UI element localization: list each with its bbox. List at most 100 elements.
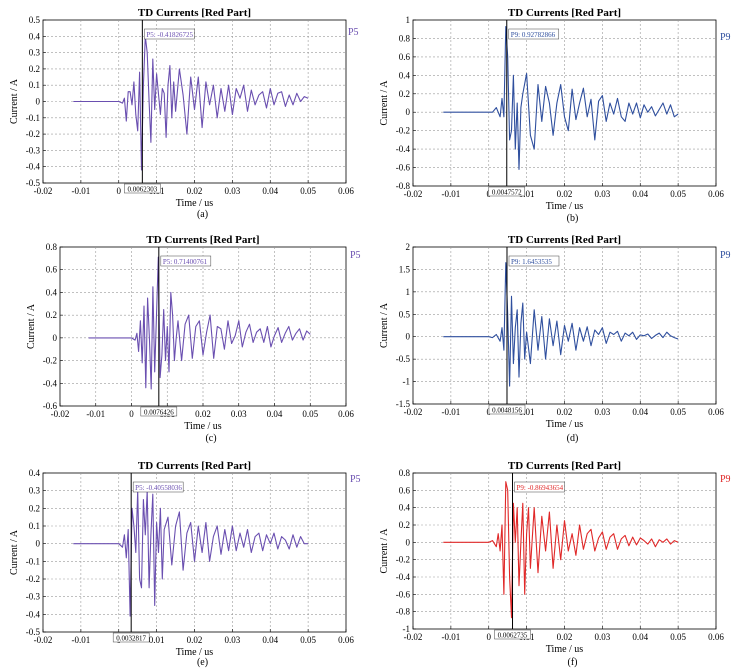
cursor-x-box [140, 406, 178, 417]
chart-panel-c: -0.02-0.0100.010.020.030.040.050.06-0.6-… [26, 234, 361, 444]
y-tick-label: 1.5 [399, 264, 411, 274]
y-tick-label: -0.4 [26, 609, 41, 619]
legend-label: P5 [350, 474, 361, 485]
x-tick-label: 0.02 [557, 189, 573, 199]
series-line [88, 256, 311, 390]
cursor-x-readout: 0.0076426 [140, 406, 178, 417]
y-tick-label: 0.5 [399, 309, 411, 319]
y-axis-label: Current / A [379, 528, 390, 574]
y-tick-label: -0.4 [26, 162, 41, 172]
cursor-x-value: 0.0076426 [144, 409, 174, 417]
x-tick-label: -0.01 [442, 407, 461, 417]
cursor-x-readout: 0.0062303 [124, 183, 161, 194]
x-tick-label: 0.06 [708, 407, 724, 417]
plot-area [412, 19, 717, 187]
x-tick-label: 0.04 [262, 635, 278, 645]
marker-readout: P9: 1.6453535 [508, 255, 560, 267]
y-tick-label: -0.2 [26, 129, 40, 139]
marker-value: P5: -0.40558036 [135, 484, 182, 492]
chart-title: TD Currents [Red Part] [138, 460, 251, 472]
y-tick-label: 1 [406, 15, 411, 25]
y-tick-label: 0.5 [29, 15, 41, 25]
cursor-x-box [488, 186, 526, 197]
legend-label: P5 [348, 27, 359, 38]
y-tick-label: 0.3 [29, 48, 41, 58]
legend-label: P9 [720, 250, 731, 261]
marker-box [144, 28, 195, 40]
y-tick-label: -0.8 [396, 607, 411, 617]
legend-label: P9 [720, 32, 731, 43]
x-tick-label: 0.06 [338, 635, 354, 645]
cursor-x-readout: 0.0032817 [112, 632, 150, 643]
panel-caption: (d) [567, 433, 579, 444]
y-tick-label: -0.3 [26, 592, 41, 602]
marker-box [132, 481, 184, 493]
x-tick-label: -0.02 [404, 632, 423, 642]
chart-panel-e: -0.02 -0.01 0 0.01 0.02 0.03 0.04 0.05 0.06 -0.5 -… [9, 460, 361, 668]
marker-readout: P5: -0.40558036 [132, 481, 184, 493]
y-axis-label: Current / A [9, 78, 20, 124]
cursor-x-value: 0.0047572 [492, 189, 522, 197]
y-tick-label: 0.2 [399, 89, 410, 99]
cursor-x-value: 0.0062303 [127, 186, 157, 194]
y-tick-label: 0 [53, 333, 58, 343]
marker-value: P9: 1.6453535 [511, 258, 552, 266]
y-tick-label: 0.1 [29, 521, 40, 531]
chart-panel-a: -0.02-0.0100.010.020.030.040.050.06-0.5-… [9, 7, 359, 220]
y-tick-label: -0.4 [396, 572, 411, 582]
x-tick-label: 0.06 [708, 189, 724, 199]
x-tick-label: -0.01 [72, 635, 91, 645]
plot-area [42, 472, 347, 633]
y-tick-label: -0.4 [43, 378, 58, 388]
x-axis-label: Time / us [176, 647, 214, 658]
marker-readout: P5: 0.71400761 [160, 255, 212, 267]
x-tick-label: -0.02 [51, 409, 70, 419]
legend-label: P5 [350, 250, 361, 261]
x-tick-label: 0.04 [632, 632, 648, 642]
chart-panel-f: -0.02-0.0100.010.020.030.040.050.06-1-0.… [379, 460, 731, 668]
y-tick-label: -0.6 [396, 589, 411, 599]
y-tick-label: 0 [406, 332, 411, 342]
x-tick-label: 0.05 [670, 407, 686, 417]
x-tick-label: 0.02 [187, 635, 203, 645]
x-tick-label: -0.02 [404, 189, 423, 199]
cursor-x-value: 0.0032817 [116, 635, 146, 643]
x-axis-label: Time / us [546, 419, 584, 430]
x-axis-label: Time / us [184, 421, 222, 432]
y-tick-label: -0.3 [26, 145, 41, 155]
y-tick-label: -1 [403, 377, 411, 387]
marker-value: P9: 0.92782866 [511, 31, 556, 39]
x-tick-label: 0.05 [670, 632, 686, 642]
y-tick-label: 0.2 [29, 503, 40, 513]
y-tick-label: 2 [406, 242, 411, 252]
y-tick-label: -0.1 [26, 556, 40, 566]
x-tick-label: 0.03 [225, 635, 241, 645]
marker-readout: P9: 0.92782866 [508, 28, 560, 40]
y-tick-label: 0 [36, 97, 41, 107]
y-tick-label: -0.4 [396, 144, 411, 154]
y-tick-label: 0.6 [399, 52, 411, 62]
cursor-x-value: 0.0062735 [498, 632, 528, 640]
x-tick-label: 0.03 [595, 407, 611, 417]
panel-caption: (f) [568, 657, 578, 668]
series-line [443, 262, 679, 387]
x-tick-label: 0.04 [632, 189, 648, 199]
x-tick-label: 0.01 [149, 635, 165, 645]
y-tick-label: -1 [403, 624, 411, 634]
cursor-x-readout: 0.0062735 [494, 629, 531, 640]
y-axis-label: Current / A [26, 303, 37, 349]
chart-title: TD Currents [Red Part] [508, 460, 621, 472]
x-tick-label: 0.01 [519, 189, 535, 199]
marker-box [508, 28, 560, 40]
cursor-x-box [112, 632, 150, 643]
y-tick-label: 0.3 [29, 486, 41, 496]
chart-panel-b: -0.02 -0.01 0 0.01 0.02 0.03 0.04 0.05 0.06 -0.8 -… [379, 7, 731, 224]
x-tick-label: 0.02 [187, 186, 203, 196]
y-tick-label: 0 [36, 539, 41, 549]
y-tick-label: 0 [406, 537, 411, 547]
y-tick-label: -1.5 [396, 399, 411, 409]
y-axis-label: Current / A [379, 80, 390, 126]
y-tick-label: -0.6 [43, 401, 58, 411]
x-tick-label: -0.02 [34, 635, 53, 645]
